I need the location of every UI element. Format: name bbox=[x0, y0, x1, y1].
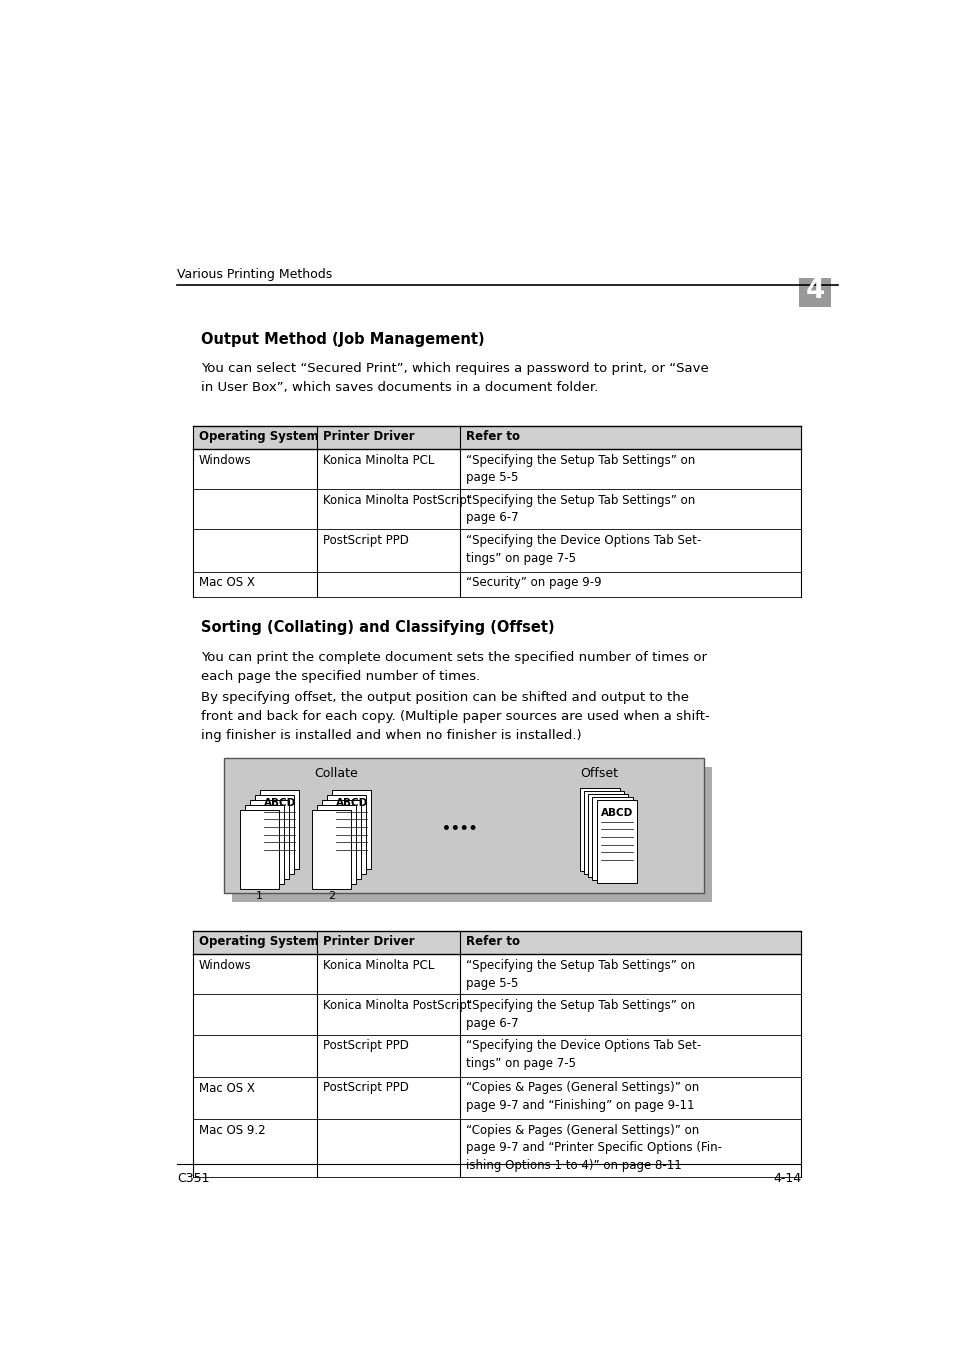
Text: ABCD: ABCD bbox=[600, 808, 632, 817]
FancyBboxPatch shape bbox=[332, 790, 371, 869]
Text: Konica Minolta PostScript: Konica Minolta PostScript bbox=[323, 494, 471, 507]
Text: Operating System: Operating System bbox=[199, 430, 318, 443]
Text: Printer Driver: Printer Driver bbox=[323, 935, 415, 948]
FancyBboxPatch shape bbox=[317, 805, 355, 884]
Text: 4: 4 bbox=[804, 276, 824, 304]
Text: Konica Minolta PCL: Konica Minolta PCL bbox=[323, 454, 434, 467]
Text: “Copies & Pages (General Settings)” on
page 9-7 and “Finishing” on page 9-11: “Copies & Pages (General Settings)” on p… bbox=[466, 1082, 699, 1112]
Text: Various Printing Methods: Various Printing Methods bbox=[177, 269, 333, 281]
FancyBboxPatch shape bbox=[255, 794, 294, 874]
Text: Konica Minolta PostScript: Konica Minolta PostScript bbox=[323, 1000, 471, 1012]
Text: Offset: Offset bbox=[580, 767, 618, 781]
Text: Refer to: Refer to bbox=[466, 935, 520, 948]
Text: ••••: •••• bbox=[442, 823, 477, 836]
Text: 2: 2 bbox=[328, 890, 335, 901]
Text: You can select “Secured Print”, which requires a password to print, or “Save
in : You can select “Secured Print”, which re… bbox=[200, 362, 708, 393]
FancyBboxPatch shape bbox=[193, 1077, 801, 1119]
Text: Operating System: Operating System bbox=[199, 935, 318, 948]
Text: Output Method (Job Management): Output Method (Job Management) bbox=[200, 332, 484, 347]
Text: ABCD: ABCD bbox=[263, 797, 295, 808]
Text: Mac OS X: Mac OS X bbox=[199, 1082, 254, 1094]
FancyBboxPatch shape bbox=[260, 790, 298, 869]
Text: Collate: Collate bbox=[314, 767, 357, 781]
FancyBboxPatch shape bbox=[592, 797, 632, 880]
Text: Windows: Windows bbox=[199, 959, 252, 973]
FancyBboxPatch shape bbox=[583, 790, 623, 874]
Text: “Specifying the Setup Tab Settings” on
page 5-5: “Specifying the Setup Tab Settings” on p… bbox=[466, 454, 695, 485]
Text: Printer Driver: Printer Driver bbox=[323, 430, 415, 443]
Text: You can print the complete document sets the specified number of times or
each p: You can print the complete document sets… bbox=[200, 651, 706, 684]
FancyBboxPatch shape bbox=[193, 931, 801, 954]
FancyBboxPatch shape bbox=[240, 811, 278, 889]
Text: PostScript PPD: PostScript PPD bbox=[323, 1082, 409, 1094]
Text: “Specifying the Device Options Tab Set-
tings” on page 7-5: “Specifying the Device Options Tab Set- … bbox=[466, 1039, 701, 1070]
Text: “Specifying the Device Options Tab Set-
tings” on page 7-5: “Specifying the Device Options Tab Set- … bbox=[466, 534, 701, 565]
FancyBboxPatch shape bbox=[327, 794, 366, 874]
Text: Mac OS X: Mac OS X bbox=[199, 577, 254, 589]
FancyBboxPatch shape bbox=[193, 994, 801, 1035]
Text: PostScript PPD: PostScript PPD bbox=[323, 534, 409, 547]
Text: Mac OS 9.2: Mac OS 9.2 bbox=[199, 1124, 266, 1136]
FancyBboxPatch shape bbox=[312, 811, 351, 889]
FancyBboxPatch shape bbox=[232, 767, 711, 902]
Text: “Specifying the Setup Tab Settings” on
page 6-7: “Specifying the Setup Tab Settings” on p… bbox=[466, 494, 695, 524]
Text: Sorting (Collating) and Classifying (Offset): Sorting (Collating) and Classifying (Off… bbox=[200, 620, 554, 635]
FancyBboxPatch shape bbox=[193, 1035, 801, 1077]
FancyBboxPatch shape bbox=[193, 571, 801, 597]
Text: Windows: Windows bbox=[199, 454, 252, 467]
Text: Konica Minolta PCL: Konica Minolta PCL bbox=[323, 959, 434, 973]
FancyBboxPatch shape bbox=[322, 800, 360, 878]
FancyBboxPatch shape bbox=[193, 954, 801, 994]
FancyBboxPatch shape bbox=[250, 800, 289, 878]
Text: Refer to: Refer to bbox=[466, 430, 520, 443]
FancyBboxPatch shape bbox=[193, 489, 801, 530]
Text: PostScript PPD: PostScript PPD bbox=[323, 1039, 409, 1052]
FancyBboxPatch shape bbox=[596, 800, 637, 884]
Text: “Copies & Pages (General Settings)” on
page 9-7 and “Printer Specific Options (F: “Copies & Pages (General Settings)” on p… bbox=[466, 1124, 721, 1171]
FancyBboxPatch shape bbox=[224, 758, 703, 893]
FancyBboxPatch shape bbox=[193, 450, 801, 489]
Text: “Security” on page 9-9: “Security” on page 9-9 bbox=[466, 577, 601, 589]
FancyBboxPatch shape bbox=[587, 794, 628, 877]
Text: C351: C351 bbox=[177, 1171, 210, 1185]
Text: “Specifying the Setup Tab Settings” on
page 5-5: “Specifying the Setup Tab Settings” on p… bbox=[466, 959, 695, 989]
FancyBboxPatch shape bbox=[798, 277, 831, 307]
FancyBboxPatch shape bbox=[579, 788, 619, 871]
FancyBboxPatch shape bbox=[245, 805, 284, 884]
Text: “Specifying the Setup Tab Settings” on
page 6-7: “Specifying the Setup Tab Settings” on p… bbox=[466, 1000, 695, 1029]
Text: By specifying offset, the output position can be shifted and output to the
front: By specifying offset, the output positio… bbox=[200, 692, 709, 742]
FancyBboxPatch shape bbox=[193, 1119, 801, 1177]
FancyBboxPatch shape bbox=[193, 426, 801, 450]
Text: ABCD: ABCD bbox=[335, 797, 368, 808]
Text: 1: 1 bbox=[255, 890, 263, 901]
Text: 4-14: 4-14 bbox=[772, 1171, 801, 1185]
FancyBboxPatch shape bbox=[193, 530, 801, 571]
